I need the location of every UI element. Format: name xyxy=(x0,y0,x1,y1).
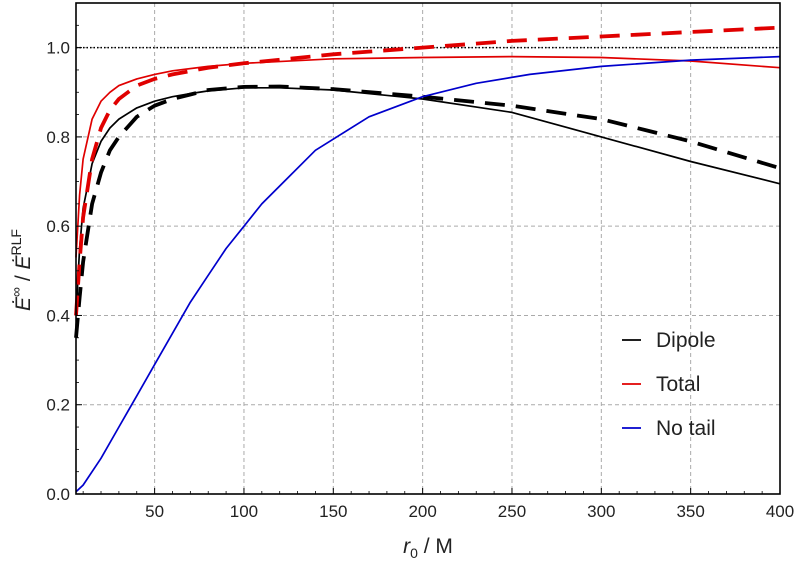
y-axis-label-sep: / xyxy=(12,269,35,287)
x-tick-label: 200 xyxy=(408,502,436,521)
x-axis-label-sub: 0 xyxy=(410,545,418,561)
x-axis-label-rest: / M xyxy=(418,535,453,558)
x-tick-label: 150 xyxy=(319,502,347,521)
x-tick-label: 300 xyxy=(587,502,615,521)
y-tick-label: 0.6 xyxy=(46,217,70,236)
x-tick-label: 350 xyxy=(676,502,704,521)
series-line-dipole xyxy=(75,86,781,316)
y-tick-label: 1.0 xyxy=(46,39,70,58)
legend: Dipole Total No tail xyxy=(622,329,716,440)
y-tick-label: 0.8 xyxy=(46,128,70,147)
x-tick-label: 50 xyxy=(145,502,164,521)
y-tick-label: 0.2 xyxy=(46,396,70,415)
series-line-dipole-dashed xyxy=(74,84,781,338)
axis-ticks: 50 100 150 200 250 300 350 400 0.0 0.2 0.4 0.6 0.8 1.… xyxy=(46,24,794,521)
series-line-total-dashed xyxy=(74,25,781,316)
series-line-total xyxy=(75,55,781,258)
legend-label: Total xyxy=(656,373,700,396)
x-axis-label-main: r xyxy=(403,535,411,558)
y-tick-label: 0.0 xyxy=(46,485,70,504)
x-axis-label: r0 / M xyxy=(403,535,453,561)
y-axis-label-den: Ė xyxy=(12,254,35,269)
series-line-no-tail xyxy=(75,55,781,493)
y-tick-label: 0.4 xyxy=(46,306,70,325)
series-lines xyxy=(74,25,781,493)
legend-label: No tail xyxy=(656,417,716,440)
y-axis-label-den-sup: RLF xyxy=(8,229,24,255)
x-tick-label: 100 xyxy=(230,502,258,521)
x-tick-label: 400 xyxy=(766,502,794,521)
y-axis-label-num-sup: ∞ xyxy=(8,287,24,297)
y-axis-label: Ė∞ / ĖRLF xyxy=(8,229,35,311)
legend-label: Dipole xyxy=(656,329,716,352)
x-tick-label: 250 xyxy=(498,502,526,521)
y-axis-label-num: Ė xyxy=(12,296,35,311)
svg-text:Ė∞ / ĖRLF: Ė∞ / ĖRLF xyxy=(8,229,35,311)
